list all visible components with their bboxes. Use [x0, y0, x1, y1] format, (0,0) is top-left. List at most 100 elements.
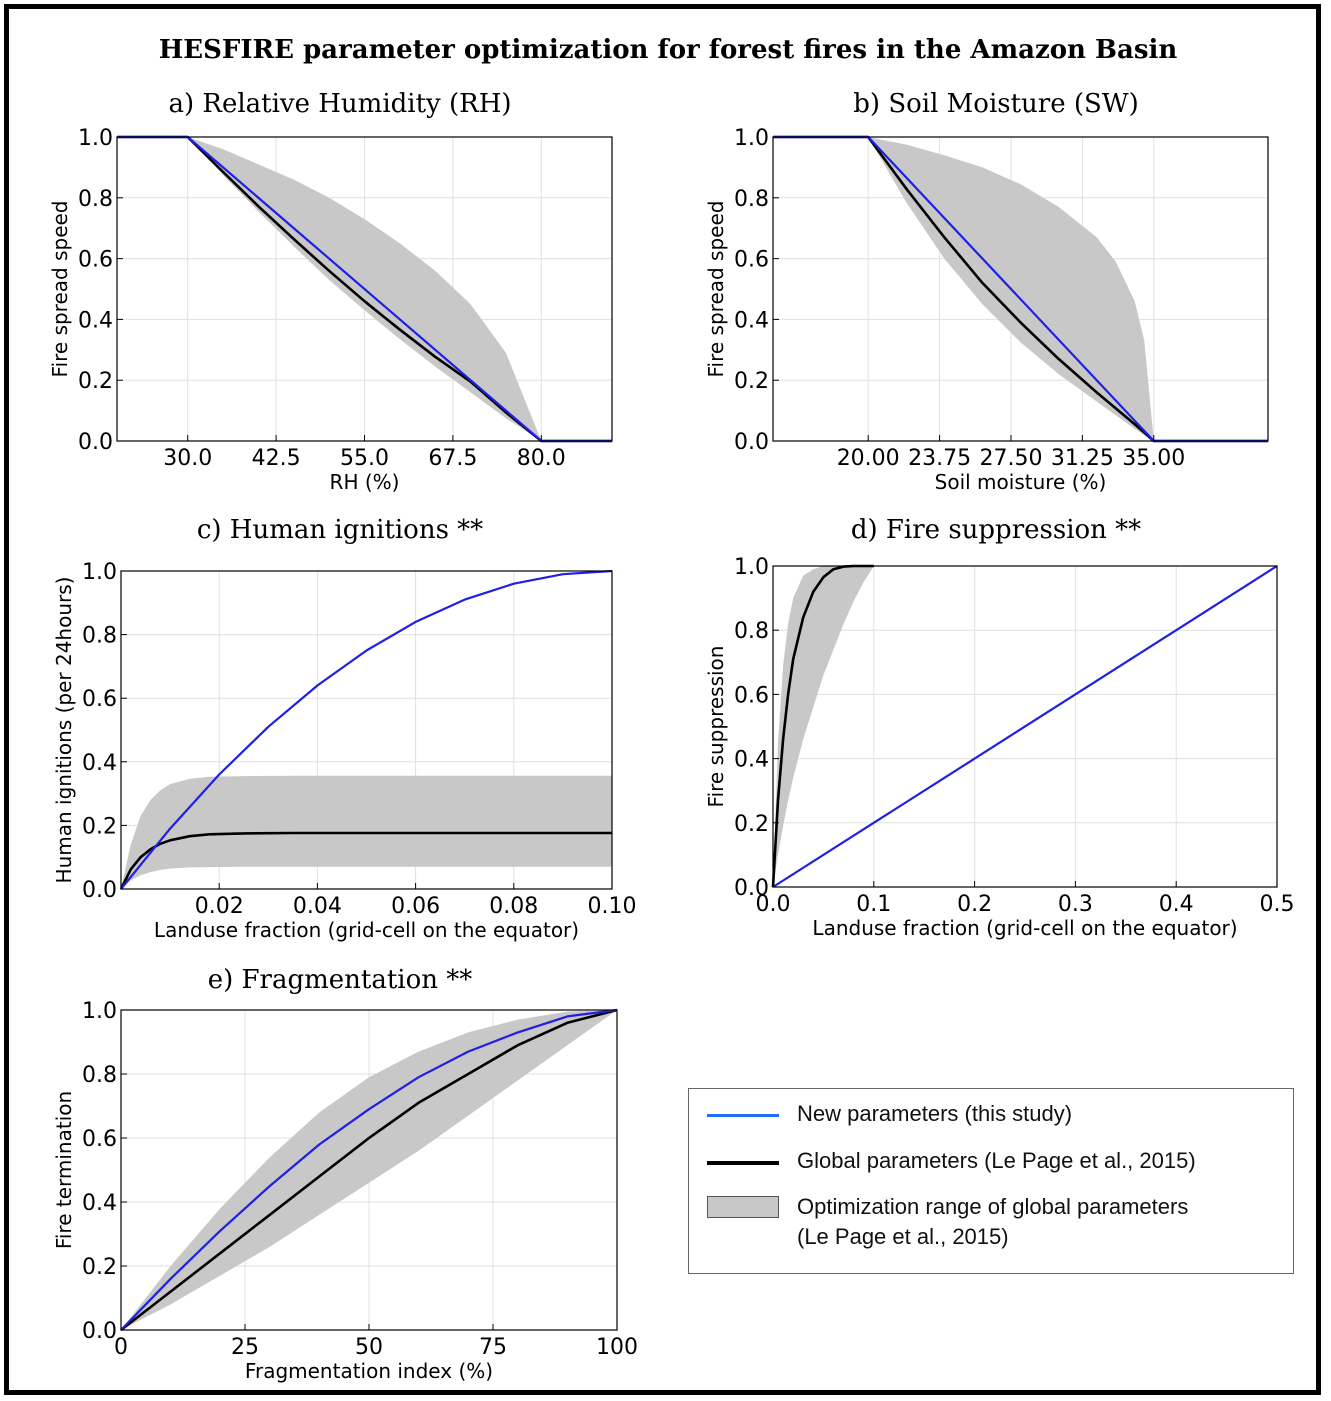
global-parameters-line: [119, 831, 612, 890]
x-tick-label: 0.08: [489, 894, 538, 919]
chart-title: a) Relative Humidity (RH): [168, 89, 511, 119]
y-tick-label: 0.6: [734, 248, 769, 273]
global-parameters-line: [773, 135, 1268, 443]
y-tick-label: 0.8: [734, 187, 769, 212]
x-tick-label: 0.02: [195, 894, 244, 919]
y-tick-label: 0.8: [82, 624, 117, 649]
legend-range-swatch: [707, 1196, 779, 1218]
y-tick-label: 0.0: [734, 430, 769, 455]
x-tick-label: 25: [231, 1335, 259, 1360]
x-tick-label: 75: [479, 1335, 507, 1360]
y-axis-label: Fire suppression: [704, 646, 728, 808]
y-tick-label: 0.0: [734, 876, 769, 901]
x-tick-label: 0.06: [391, 894, 440, 919]
y-axis-label: Fire spread speed: [704, 201, 728, 378]
figure-frame: [4, 4, 1321, 1395]
x-tick-label: 0: [114, 1335, 128, 1360]
legend: New parameters (this study) Global param…: [688, 1088, 1294, 1274]
x-tick-label: 55.0: [340, 446, 389, 471]
y-axis-label: Fire spread speed: [48, 201, 72, 378]
x-axis-label: Soil moisture (%): [935, 470, 1107, 494]
x-tick-label: 0.1: [856, 892, 891, 917]
x-tick-label: 80.0: [517, 446, 566, 471]
y-tick-label: 1.0: [82, 999, 117, 1024]
x-tick-label: 0.2: [957, 892, 992, 917]
x-tick-label: 0.3: [1058, 892, 1093, 917]
chart-title: d) Fire suppression **: [851, 515, 1141, 545]
legend-new-line: [707, 1114, 779, 1117]
new-parameters-line: [120, 569, 613, 890]
chart-c: c) Human ignitions ** 0.02 0.04 0.06 0.08 0.1…: [52, 515, 636, 942]
x-tick-label: 30.0: [163, 446, 212, 471]
chart-b: b) Soil Moisture (SW) 20.00 23.75 27.50 31.2…: [704, 89, 1269, 494]
x-tick-label: 0.0: [756, 892, 791, 917]
y-tick-label: 1.0: [734, 555, 769, 580]
chart-e: e) Fragmentation ** 0 25 50 75 100 0.0 0.2 0.4 0.…: [52, 965, 638, 1383]
y-tick-label: 0.2: [734, 369, 769, 394]
optimization-range-band: [773, 566, 874, 887]
y-axis-label: Human ignitions (per 24hours): [52, 577, 76, 884]
global-parameters-line: [120, 1008, 618, 1332]
y-tick-label: 0.4: [78, 308, 113, 333]
x-tick-label: 0.04: [293, 894, 342, 919]
charts-group: a) Relative Humidity (RH) 30.0 42.5 55.0 67.…: [48, 89, 1295, 1383]
y-tick-label: 0.2: [82, 1255, 117, 1280]
chart-a: a) Relative Humidity (RH) 30.0 42.5 55.0 67.…: [48, 89, 613, 494]
optimization-range-band: [121, 1010, 617, 1330]
y-tick-label: 0.0: [82, 878, 117, 903]
plot-frame: [772, 136, 1269, 442]
y-axis-label: Fire termination: [52, 1091, 76, 1249]
new-parameters-line: [120, 1008, 618, 1331]
x-axis-label: Landuse fraction (grid-cell on the equat…: [154, 918, 579, 942]
x-tick-label: 50: [355, 1335, 383, 1360]
y-tick-label: 0.8: [734, 619, 769, 644]
x-tick-label: 0.10: [588, 894, 637, 919]
legend-global-line: [707, 1161, 779, 1165]
x-tick-label: 42.5: [252, 446, 301, 471]
y-tick-label: 0.4: [734, 308, 769, 333]
y-tick-label: 1.0: [82, 560, 117, 585]
y-tick-label: 0.6: [82, 1127, 117, 1152]
x-axis-label: Fragmentation index (%): [245, 1359, 493, 1383]
chart-title: c) Human ignitions **: [197, 515, 483, 545]
y-tick-label: 0.2: [82, 814, 117, 839]
x-axis-label: Landuse fraction (grid-cell on the equat…: [812, 916, 1237, 940]
new-parameters-line: [772, 565, 1278, 888]
y-tick-label: 0.0: [78, 430, 113, 455]
x-tick-label: 100: [596, 1335, 638, 1360]
y-tick-label: 0.6: [82, 687, 117, 712]
y-tick-label: 0.4: [734, 748, 769, 773]
y-tick-label: 0.8: [78, 187, 113, 212]
y-tick-label: 0.8: [82, 1063, 117, 1088]
y-tick-label: 1.0: [734, 126, 769, 151]
x-tick-label: 31.25: [1051, 446, 1114, 471]
y-tick-label: 0.2: [78, 369, 113, 394]
y-tick-label: 0.2: [734, 812, 769, 837]
global-parameters-line: [117, 135, 612, 443]
x-tick-label: 0.4: [1159, 892, 1194, 917]
chart-d: d) Fire suppression ** 0.0 0.1 0.2 0.3 0.4 0.5…: [704, 515, 1295, 940]
y-tick-label: 1.0: [78, 126, 113, 151]
x-tick-label: 20.00: [837, 446, 900, 471]
legend-range-label-2: (Le Page et al., 2015): [797, 1224, 1009, 1249]
y-tick-label: 0.0: [82, 1319, 117, 1344]
x-tick-label: 27.50: [979, 446, 1042, 471]
plot-frame: [120, 570, 613, 890]
figure-title: HESFIRE parameter optimization for fores…: [159, 35, 1178, 65]
legend-new-label: New parameters (this study): [797, 1101, 1073, 1126]
x-tick-label: 35.00: [1122, 446, 1185, 471]
chart-title: e) Fragmentation **: [208, 965, 473, 995]
chart-title: b) Soil Moisture (SW): [853, 89, 1138, 119]
y-tick-label: 0.4: [82, 1191, 117, 1216]
plot-frame: [772, 565, 1278, 888]
y-tick-label: 0.6: [734, 683, 769, 708]
x-axis-label: RH (%): [330, 470, 400, 494]
y-tick-label: 0.4: [82, 751, 117, 776]
x-tick-label: 67.5: [428, 446, 477, 471]
x-tick-label: 0.5: [1260, 892, 1295, 917]
legend-global-label: Global parameters (Le Page et al., 2015): [797, 1148, 1196, 1173]
legend-range-label-1: Optimization range of global parameters: [797, 1194, 1189, 1219]
x-tick-label: 23.75: [908, 446, 971, 471]
y-tick-label: 0.6: [78, 248, 113, 273]
